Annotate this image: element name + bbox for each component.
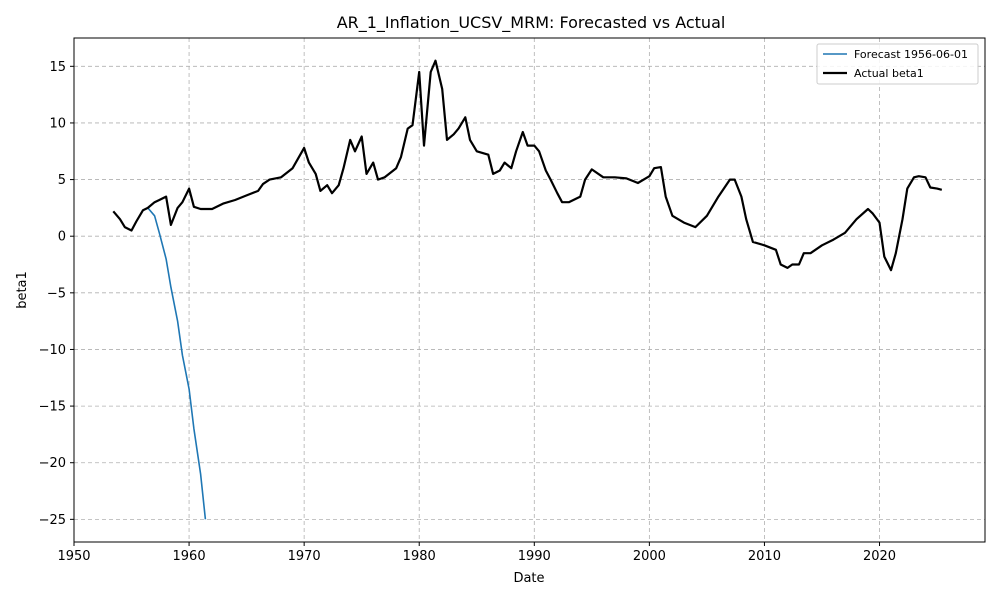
y-tick-label: −15	[39, 400, 66, 415]
x-tick-label: 2010	[748, 549, 781, 564]
x-axis-label: Date	[513, 571, 544, 586]
y-tick-label: 10	[49, 116, 66, 131]
y-tick-label: 15	[49, 60, 66, 75]
x-tick-label: 1960	[173, 549, 206, 564]
series-line-actual	[112, 59, 943, 272]
series-line-forecast	[147, 207, 207, 520]
legend-box	[816, 43, 979, 85]
x-tick-label: 2020	[863, 549, 896, 564]
x-tick-label: 1950	[57, 549, 90, 564]
y-tick-label: −25	[39, 513, 66, 528]
chart-title: AR_1_Inflation_UCSV_MRM: Forecasted vs A…	[337, 13, 726, 33]
y-tick-label: −20	[39, 456, 66, 471]
x-tick-label: 1980	[403, 549, 436, 564]
y-tick-label: 5	[58, 173, 66, 188]
axes-frame	[73, 37, 986, 543]
axis-ticks: 1950 1960 1970 1980 1990 2000 2010 2020 −25 −20 −1…	[39, 60, 897, 564]
y-axis-label: beta1	[15, 271, 30, 309]
legend-label: Forecast 1956-06-01	[854, 48, 968, 61]
y-tick-label: 0	[58, 230, 66, 245]
legend: Forecast 1956-06-01 Actual beta1	[816, 43, 979, 85]
y-tick-label: −10	[39, 343, 66, 358]
plot-area	[112, 59, 943, 520]
y-tick-label: −5	[47, 286, 66, 301]
legend-label: Actual beta1	[854, 67, 924, 80]
x-tick-label: 1990	[518, 549, 551, 564]
x-tick-label: 1970	[288, 549, 321, 564]
x-tick-label: 2000	[633, 549, 666, 564]
